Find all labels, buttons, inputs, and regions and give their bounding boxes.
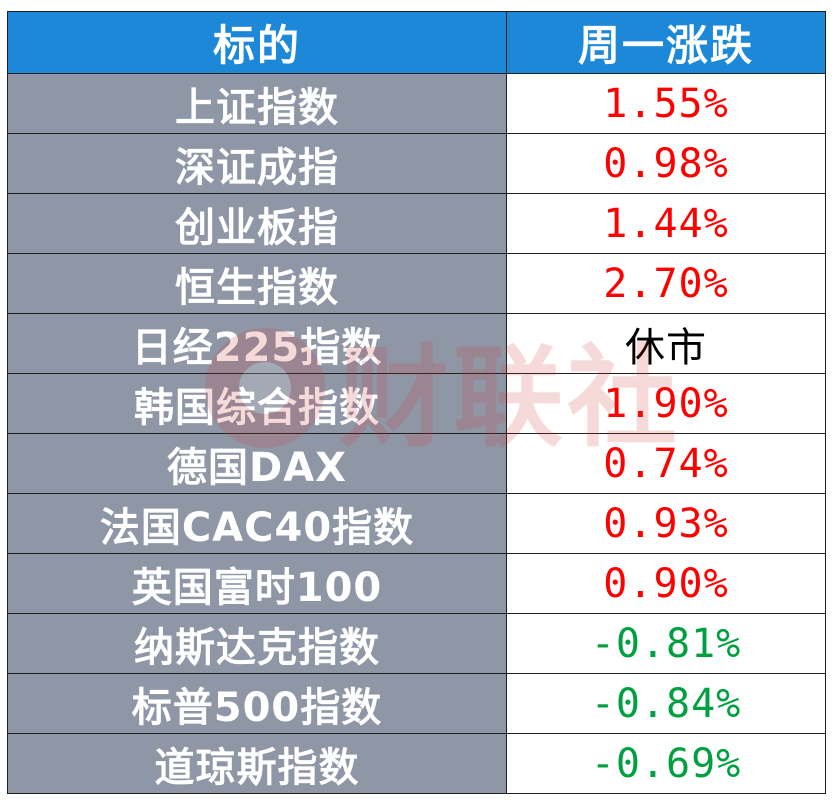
index-change-cell: 休市: [506, 313, 826, 374]
table-body: 上证指数 1.55% 深证成指 0.98% 创业板指 1.44% 恒生指数 2.…: [7, 73, 826, 794]
table-row: 日经225指数 休市: [7, 313, 826, 374]
index-change-cell: 0.90%: [506, 553, 826, 614]
table-row: 德国DAX 0.74%: [7, 433, 826, 494]
header-name-cell: 标的: [7, 11, 507, 74]
table-row: 法国CAC40指数 0.93%: [7, 493, 826, 554]
index-name-cell: 恒生指数: [7, 253, 507, 314]
table-row: 英国富时100 0.90%: [7, 553, 826, 614]
table-row: 道琼斯指数 -0.69%: [7, 733, 826, 794]
index-name-cell: 创业板指: [7, 193, 507, 254]
table-row: 纳斯达克指数 -0.81%: [7, 613, 826, 674]
index-name-cell: 日经225指数: [7, 313, 507, 374]
index-name-cell: 深证成指: [7, 133, 507, 194]
index-change-cell: 0.93%: [506, 493, 826, 554]
index-name-cell: 标普500指数: [7, 673, 507, 734]
index-change-cell: 1.55%: [506, 73, 826, 134]
index-change-table: 标的 周一涨跌 上证指数 1.55% 深证成指 0.98% 创业板指 1.44%…: [7, 11, 826, 794]
index-name-cell: 法国CAC40指数: [7, 493, 507, 554]
index-change-cell: -0.69%: [506, 733, 826, 794]
index-change-cell: 0.98%: [506, 133, 826, 194]
index-change-cell: 1.44%: [506, 193, 826, 254]
index-change-cell: 1.90%: [506, 373, 826, 434]
table-row: 韩国综合指数 1.90%: [7, 373, 826, 434]
table-row: 创业板指 1.44%: [7, 193, 826, 254]
index-name-cell: 韩国综合指数: [7, 373, 507, 434]
index-change-cell: -0.81%: [506, 613, 826, 674]
index-name-cell: 道琼斯指数: [7, 733, 507, 794]
header-change-cell: 周一涨跌: [506, 11, 826, 74]
index-name-cell: 英国富时100: [7, 553, 507, 614]
table-row: 标普500指数 -0.84%: [7, 673, 826, 734]
index-change-table-container: 标的 周一涨跌 上证指数 1.55% 深证成指 0.98% 创业板指 1.44%…: [7, 11, 826, 794]
table-header: 标的 周一涨跌: [7, 11, 826, 74]
index-change-cell: 2.70%: [506, 253, 826, 314]
index-name-cell: 德国DAX: [7, 433, 507, 494]
table-row: 恒生指数 2.70%: [7, 253, 826, 314]
index-name-cell: 上证指数: [7, 73, 507, 134]
table-row: 上证指数 1.55%: [7, 73, 826, 134]
index-name-cell: 纳斯达克指数: [7, 613, 507, 674]
index-change-cell: 0.74%: [506, 433, 826, 494]
header-row: 标的 周一涨跌: [7, 11, 826, 74]
index-change-cell: -0.84%: [506, 673, 826, 734]
table-row: 深证成指 0.98%: [7, 133, 826, 194]
